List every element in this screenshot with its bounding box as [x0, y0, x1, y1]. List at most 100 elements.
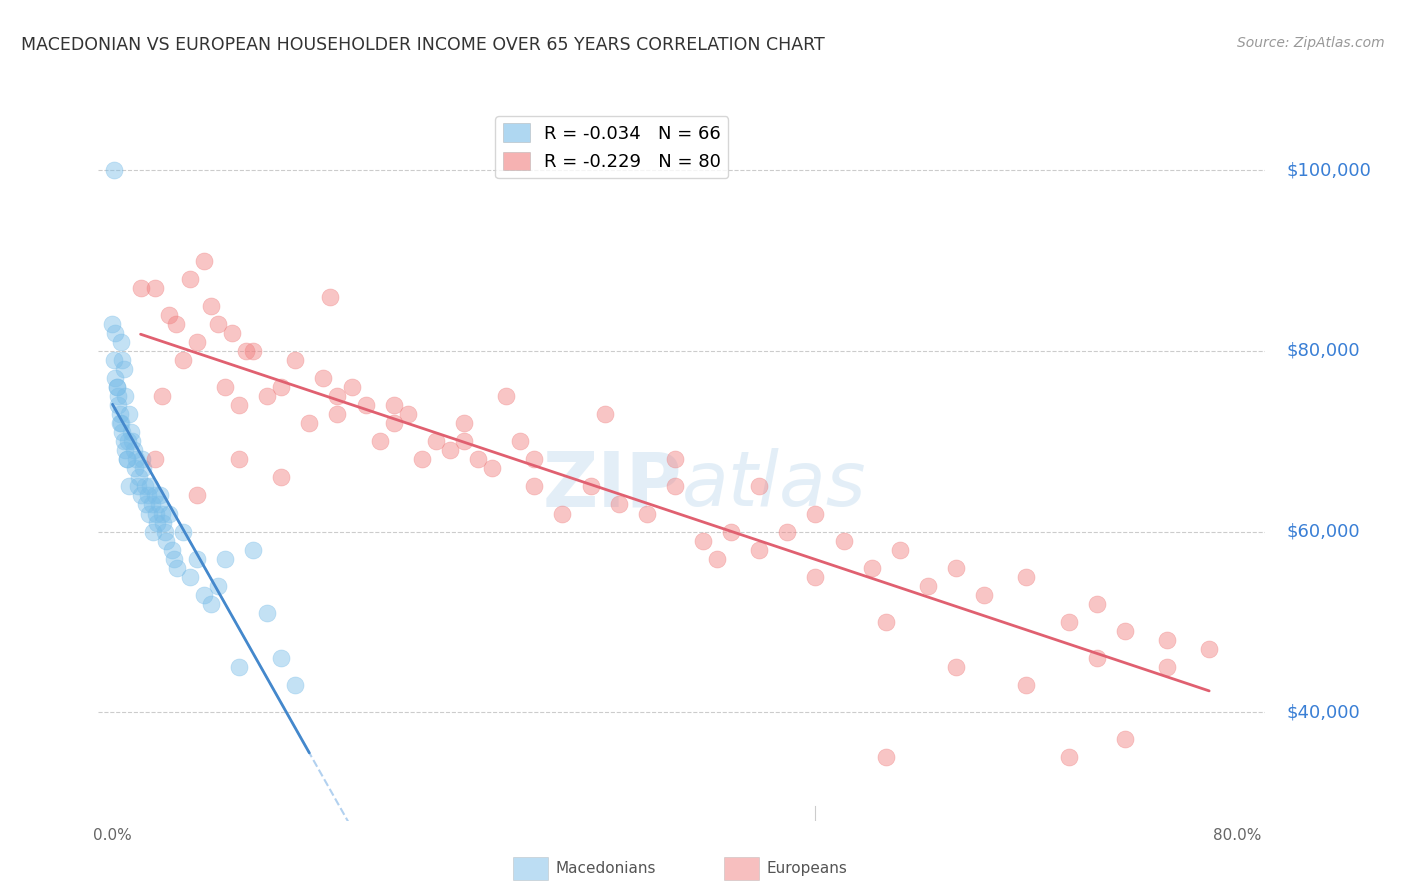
Point [889, 542, 911, 557]
Point [720, 524, 742, 539]
Point [207, 317, 229, 331]
Point [453, 434, 475, 449]
Point [138, 507, 160, 521]
Point [804, 570, 827, 584]
Point [945, 560, 967, 574]
Point [105, 380, 128, 394]
Point [256, 389, 278, 403]
Point [214, 551, 236, 566]
Point [207, 579, 229, 593]
Point [114, 389, 136, 403]
Point [396, 407, 419, 421]
Point [326, 389, 349, 403]
Point [145, 507, 167, 521]
Point [298, 416, 321, 430]
Point [150, 389, 173, 403]
Point [860, 560, 883, 574]
Point [1057, 750, 1080, 764]
Point [134, 479, 156, 493]
Point [214, 380, 236, 394]
Point [129, 281, 152, 295]
Point [121, 434, 143, 449]
Point [143, 488, 166, 502]
Point [118, 407, 141, 421]
Point [125, 452, 148, 467]
Point [748, 479, 770, 493]
Point [110, 416, 132, 430]
Legend: R = -0.034   N = 66, R = -0.229   N = 80: R = -0.034 N = 66, R = -0.229 N = 80 [495, 116, 728, 178]
Point [141, 498, 163, 512]
Point [103, 353, 125, 368]
Point [117, 434, 139, 449]
Point [150, 507, 173, 521]
Point [112, 434, 135, 449]
Point [111, 425, 134, 440]
Point [1015, 678, 1038, 692]
Point [1114, 732, 1136, 747]
Point [284, 353, 307, 368]
Point [973, 588, 995, 602]
Point [692, 533, 714, 548]
Text: $60,000: $60,000 [1286, 523, 1360, 541]
Point [142, 524, 165, 539]
Point [270, 470, 292, 484]
Point [481, 461, 503, 475]
Point [284, 678, 307, 692]
Point [179, 570, 201, 584]
Point [157, 308, 180, 322]
Point [242, 542, 264, 557]
Point [111, 353, 134, 368]
Point [135, 498, 157, 512]
Point [579, 479, 602, 493]
Point [776, 524, 799, 539]
Point [875, 750, 897, 764]
Point [875, 615, 897, 629]
Point [425, 434, 447, 449]
Point [165, 317, 187, 331]
Point [101, 317, 124, 331]
Point [228, 660, 250, 674]
Point [172, 524, 194, 539]
Point [1085, 651, 1108, 665]
Point [112, 362, 135, 376]
Point [157, 507, 180, 521]
Point [382, 416, 405, 430]
Point [107, 389, 129, 403]
Point [1057, 615, 1080, 629]
Point [235, 343, 257, 358]
Point [945, 660, 967, 674]
Point [105, 380, 128, 394]
Point [748, 542, 770, 557]
Point [193, 588, 215, 602]
Point [411, 452, 433, 467]
Point [256, 606, 278, 620]
Point [917, 579, 939, 593]
Point [104, 326, 127, 340]
Text: atlas: atlas [682, 449, 866, 522]
Text: ZIP: ZIP [543, 449, 682, 522]
Text: MACEDONIAN VS EUROPEAN HOUSEHOLDER INCOME OVER 65 YEARS CORRELATION CHART: MACEDONIAN VS EUROPEAN HOUSEHOLDER INCOM… [21, 36, 825, 54]
Point [1015, 570, 1038, 584]
Point [270, 380, 292, 394]
Point [706, 551, 728, 566]
Point [148, 498, 170, 512]
Text: Source: ZipAtlas.com: Source: ZipAtlas.com [1237, 36, 1385, 50]
Point [439, 443, 461, 458]
Point [523, 452, 546, 467]
Point [636, 507, 658, 521]
Point [155, 533, 177, 548]
Point [129, 488, 152, 502]
Point [1156, 660, 1178, 674]
Point [495, 389, 517, 403]
Point [136, 488, 159, 502]
Point [1198, 642, 1220, 657]
Point [832, 533, 855, 548]
Point [172, 353, 194, 368]
Point [118, 479, 141, 493]
Text: Macedonians: Macedonians [555, 862, 655, 876]
Text: Europeans: Europeans [766, 862, 848, 876]
Point [115, 452, 138, 467]
Point [228, 398, 250, 412]
Point [110, 334, 132, 349]
Point [186, 488, 208, 502]
